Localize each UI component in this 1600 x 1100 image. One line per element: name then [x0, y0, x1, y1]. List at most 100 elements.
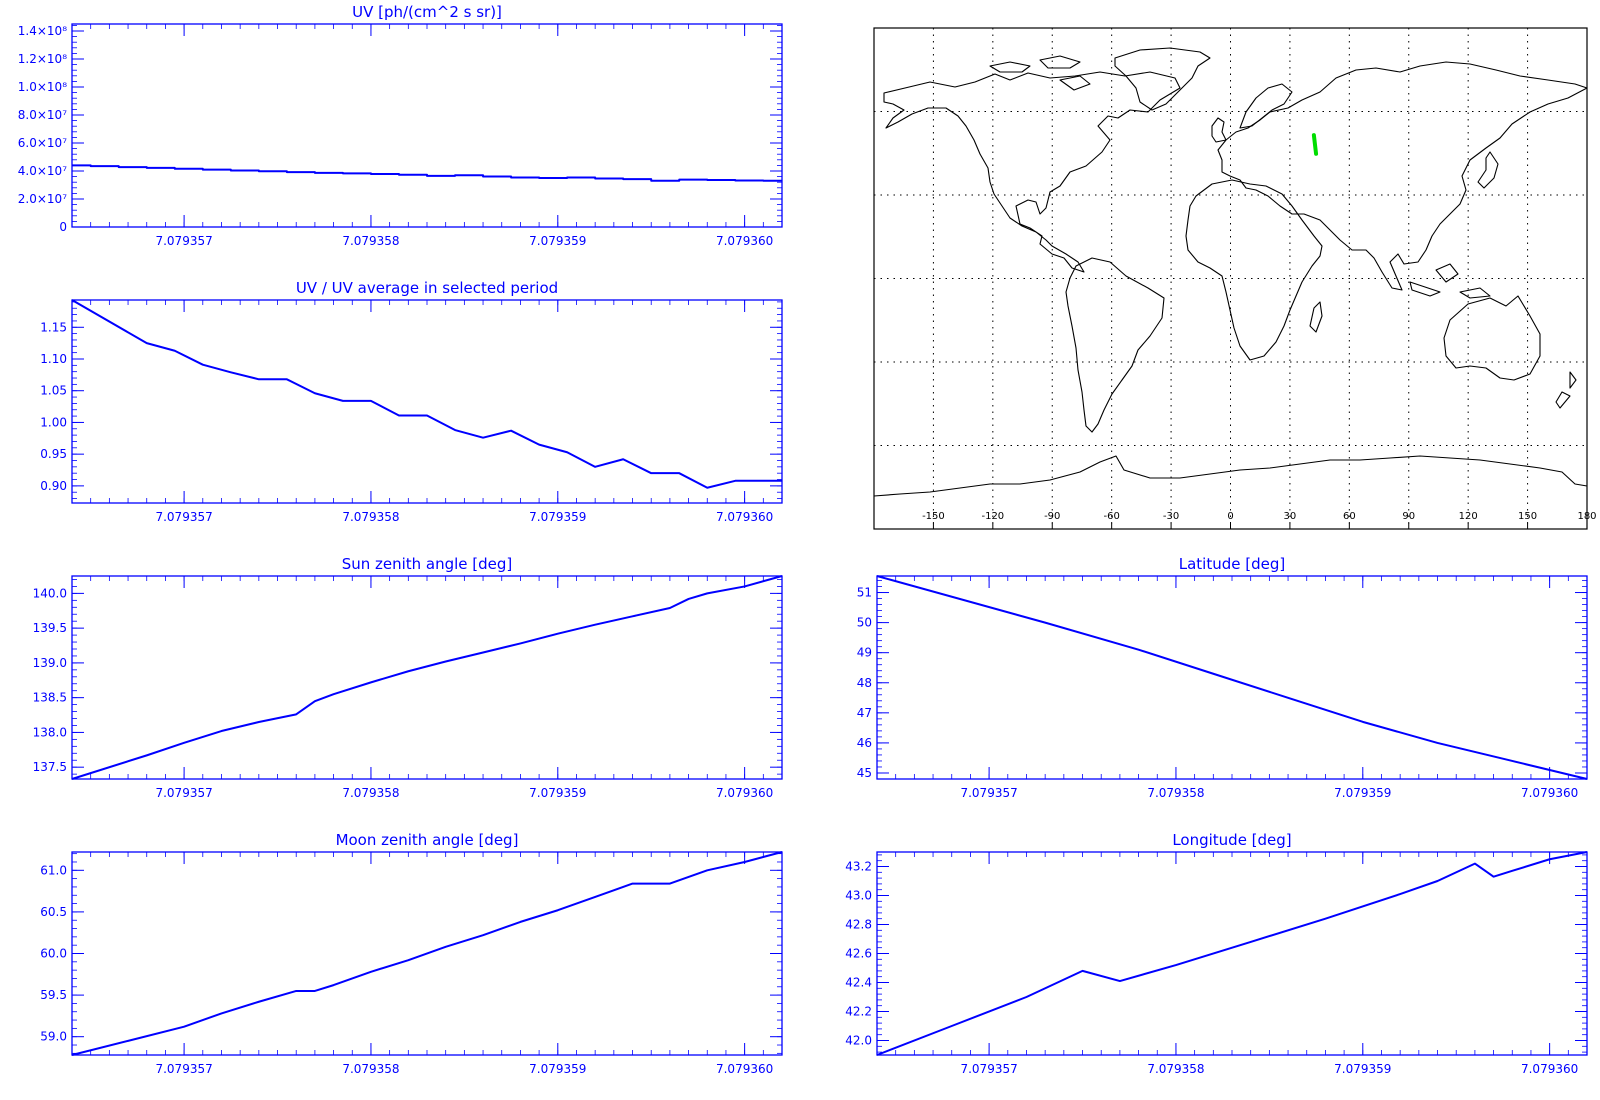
map-frame	[873, 27, 1588, 530]
map-tick-label: 90	[1402, 511, 1415, 522]
x-tick-label: 7.079357	[960, 1062, 1017, 1076]
chart-title: UV [ph/(cm^2 s sr)]	[352, 3, 502, 21]
map-tick-label: -30	[1163, 511, 1179, 522]
map-tick-label: 0	[1227, 511, 1233, 522]
y-tick-label: 1.05	[40, 384, 67, 398]
y-tick-label: 8.0×10⁷	[18, 108, 67, 122]
map-tick-label: -60	[1103, 511, 1119, 522]
chart-title: Sun zenith angle [deg]	[342, 555, 513, 573]
coast-australia	[1443, 295, 1541, 381]
coast-eurasia	[1217, 61, 1588, 291]
y-tick-label: 1.00	[40, 415, 67, 429]
world-map: -150 -120 -90 -60 -30 0 30 60 90 120 150 180	[873, 27, 1597, 530]
series-line	[71, 299, 782, 489]
coast-north-america	[883, 71, 1181, 273]
y-tick-label: 1.10	[40, 352, 67, 366]
coast-new-zealand	[1555, 371, 1577, 409]
coast-greenland	[1114, 47, 1211, 111]
x-tick-label: 7.079357	[155, 234, 212, 248]
series-line	[72, 164, 782, 182]
x-tick-label: 7.079360	[716, 510, 773, 524]
y-tick-label: 1.4×10⁸	[18, 24, 67, 38]
coast-arctic-islands	[989, 55, 1091, 91]
plot-frame	[876, 851, 1588, 1056]
series-line	[876, 575, 1588, 780]
x-tick-label: 7.079357	[960, 786, 1017, 800]
uv-chart: UV [ph/(cm^2 s sr)] 7.079357 7.079358 7.079…	[18, 3, 783, 248]
series-line	[71, 851, 783, 1056]
x-tick-label: 7.079360	[716, 786, 773, 800]
series-line	[876, 851, 1588, 1056]
x-tick-label: 7.079357	[155, 786, 212, 800]
y-tick-label: 42.2	[845, 1005, 872, 1019]
chart-title: Longitude [deg]	[1172, 831, 1291, 849]
y-tick-label: 0.95	[40, 447, 67, 461]
map-tick-label: 180	[1577, 511, 1596, 522]
map-tick-label: 60	[1343, 511, 1356, 522]
y-tick-label: 48	[857, 676, 872, 690]
y-tick-label: 60.0	[40, 947, 67, 961]
y-tick-label: 51	[857, 586, 872, 600]
y-tick-label: 0	[59, 220, 67, 234]
longitude-chart: Longitude [deg] 7.079357 7.079358 7.079359 7…	[845, 831, 1588, 1076]
y-tick-label: 1.2×10⁸	[18, 52, 67, 66]
y-tick-label: 45	[857, 766, 872, 780]
x-tick-label: 7.079358	[342, 786, 399, 800]
coast-scandinavia	[1239, 83, 1293, 129]
moon-zenith-chart: Moon zenith angle [deg] 7.079357 7.079358 7…	[40, 831, 783, 1076]
coast-antarctica	[873, 455, 1588, 497]
y-tick-label: 59.0	[40, 1030, 67, 1044]
satellite-track	[1311, 133, 1319, 156]
coast-africa	[1185, 179, 1323, 361]
map-coastlines	[873, 47, 1588, 497]
coast-japan	[1477, 151, 1499, 189]
y-tick-label: 50	[857, 616, 872, 630]
y-tick-label: 138.0	[33, 725, 67, 739]
x-tick-label: 7.079360	[716, 234, 773, 248]
y-tick-label: 6.0×10⁷	[18, 136, 67, 150]
y-tick-label: 43.2	[845, 860, 872, 874]
x-tick-label: 7.079358	[1147, 786, 1204, 800]
x-tick-label: 7.079358	[342, 1062, 399, 1076]
x-tick-label: 7.079360	[716, 1062, 773, 1076]
map-tick-label: 120	[1459, 511, 1478, 522]
coast-great-britain	[1211, 117, 1227, 143]
y-tick-label: 42.4	[845, 976, 872, 990]
x-tick-label: 7.079359	[529, 786, 586, 800]
x-tick-label: 7.079360	[1521, 1062, 1578, 1076]
map-tick-label: -90	[1044, 511, 1060, 522]
y-tick-label: 61.0	[40, 863, 67, 877]
plot-frame	[71, 575, 783, 780]
y-tick-label: 139.0	[33, 656, 67, 670]
x-tick-label: 7.079358	[342, 510, 399, 524]
coast-south-america	[1065, 257, 1165, 433]
y-tick-label: 42.0	[845, 1034, 872, 1048]
latitude-chart: Latitude [deg] 7.079357 7.079358 7.079359 7.…	[857, 555, 1588, 800]
y-tick-label: 47	[857, 706, 872, 720]
y-tick-label: 46	[857, 736, 872, 750]
map-tick-label: -150	[922, 511, 945, 522]
map-tick-label: -120	[981, 511, 1004, 522]
sun-zenith-chart: Sun zenith angle [deg] 7.079357 7.079358 7.…	[33, 555, 783, 800]
x-tick-label: 7.079357	[155, 510, 212, 524]
chart-title: UV / UV average in selected period	[296, 279, 558, 297]
x-tick-label: 7.079359	[1334, 1062, 1391, 1076]
coast-madagascar	[1309, 301, 1323, 333]
y-tick-label: 42.6	[845, 947, 872, 961]
y-tick-label: 139.5	[33, 621, 67, 635]
coast-indonesia	[1409, 263, 1491, 299]
y-tick-label: 0.90	[40, 479, 67, 493]
map-tick-label: 150	[1518, 511, 1537, 522]
x-tick-label: 7.079359	[529, 510, 586, 524]
map-longitude-ticks: -150 -120 -90 -60 -30 0 30 60 90 120 150 180	[922, 511, 1597, 529]
plot-frame	[71, 23, 783, 228]
y-tick-label: 1.15	[40, 320, 67, 334]
map-gridlines	[874, 28, 1587, 529]
y-tick-label: 137.5	[33, 760, 67, 774]
y-tick-label: 42.8	[845, 918, 872, 932]
y-tick-label: 59.5	[40, 988, 67, 1002]
x-tick-label: 7.079360	[1521, 786, 1578, 800]
x-tick-label: 7.079358	[342, 234, 399, 248]
y-tick-label: 49	[857, 646, 872, 660]
